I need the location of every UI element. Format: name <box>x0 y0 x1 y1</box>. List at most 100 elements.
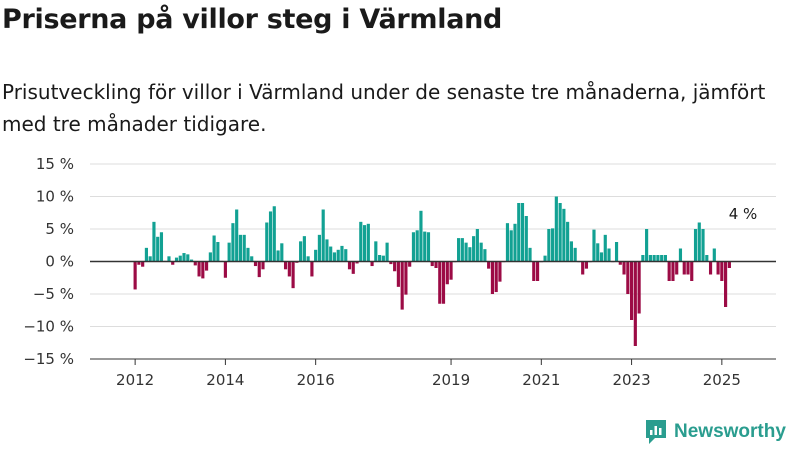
bar <box>569 241 573 262</box>
bar <box>671 261 675 281</box>
bar <box>434 261 438 268</box>
x-tick-label: 2023 <box>612 371 650 388</box>
bar <box>614 242 619 262</box>
y-tick-label: 5 % <box>45 220 74 238</box>
bar <box>340 245 344 262</box>
bar <box>712 248 716 262</box>
y-tick-label: −5 % <box>33 285 74 303</box>
bar <box>299 241 303 262</box>
bar <box>701 229 705 262</box>
bar <box>581 261 585 275</box>
bar <box>626 261 630 294</box>
bar <box>686 261 690 275</box>
bar <box>562 208 566 262</box>
bar <box>675 261 679 275</box>
bar <box>603 234 607 262</box>
bar <box>498 261 502 282</box>
bar <box>329 246 333 262</box>
bar <box>362 225 367 262</box>
bar <box>344 249 348 262</box>
bar <box>411 232 416 262</box>
bar <box>596 243 600 262</box>
x-tick-label: 2016 <box>297 371 335 388</box>
bar <box>306 256 310 262</box>
bar <box>724 261 728 307</box>
bar <box>551 228 555 262</box>
bar <box>178 255 182 262</box>
bar <box>167 256 171 262</box>
bar <box>408 261 412 267</box>
bar <box>238 234 243 262</box>
bar <box>708 261 713 275</box>
bar <box>374 241 378 262</box>
y-tick-label: −15 % <box>23 350 74 368</box>
bar <box>457 238 461 262</box>
bar <box>193 261 197 266</box>
bar <box>487 261 491 269</box>
bar <box>366 223 370 262</box>
bar <box>690 261 694 281</box>
bar <box>705 255 709 262</box>
bar <box>566 221 570 262</box>
bar <box>532 261 536 281</box>
bar <box>347 261 352 270</box>
bar <box>660 255 664 262</box>
bar <box>517 203 521 262</box>
bar <box>430 261 434 267</box>
bar <box>554 196 558 262</box>
bar <box>325 239 329 262</box>
bar <box>171 261 175 265</box>
bar <box>494 261 498 293</box>
y-tick-label: 15 % <box>36 155 74 173</box>
bar <box>152 221 156 262</box>
bar <box>246 247 250 262</box>
bar <box>208 252 212 262</box>
bar <box>141 261 145 267</box>
bar <box>648 255 652 262</box>
bar <box>370 261 374 267</box>
bar <box>355 261 359 264</box>
bar <box>336 249 340 262</box>
bar <box>381 255 385 262</box>
bar <box>148 256 152 262</box>
bar <box>468 247 472 262</box>
bar <box>156 236 160 262</box>
bar <box>144 247 148 262</box>
x-tick-label: 2021 <box>522 371 560 388</box>
bar <box>645 229 649 262</box>
bar <box>716 261 720 275</box>
bar <box>573 247 577 262</box>
y-tick-label: 10 % <box>36 188 74 206</box>
bar <box>558 203 562 262</box>
bar <box>637 261 641 314</box>
bar <box>475 229 479 262</box>
bar <box>727 261 731 268</box>
bar <box>159 232 164 262</box>
bar <box>235 209 239 262</box>
bar <box>310 261 314 277</box>
bar <box>460 238 464 262</box>
bar <box>641 255 645 262</box>
bar <box>618 261 622 265</box>
chart-subtitle: Prisutveckling för villor i Värmland und… <box>2 80 766 136</box>
bar <box>265 222 269 262</box>
bar <box>133 261 137 290</box>
bar <box>629 261 634 320</box>
bar <box>261 261 265 270</box>
bar <box>197 261 201 277</box>
x-tick-label: 2012 <box>116 371 154 388</box>
y-tick-label: −10 % <box>23 318 74 336</box>
bar <box>227 242 231 262</box>
bar <box>667 261 671 281</box>
bar <box>291 261 295 289</box>
bar <box>250 256 254 262</box>
bar <box>464 242 468 262</box>
bar <box>174 257 179 262</box>
x-tick-label: 2019 <box>432 371 470 388</box>
bar <box>257 261 261 278</box>
bar <box>272 206 276 262</box>
bar <box>479 242 483 262</box>
bar <box>441 261 446 304</box>
bar <box>182 253 186 262</box>
x-tick-label: 2025 <box>703 371 741 388</box>
